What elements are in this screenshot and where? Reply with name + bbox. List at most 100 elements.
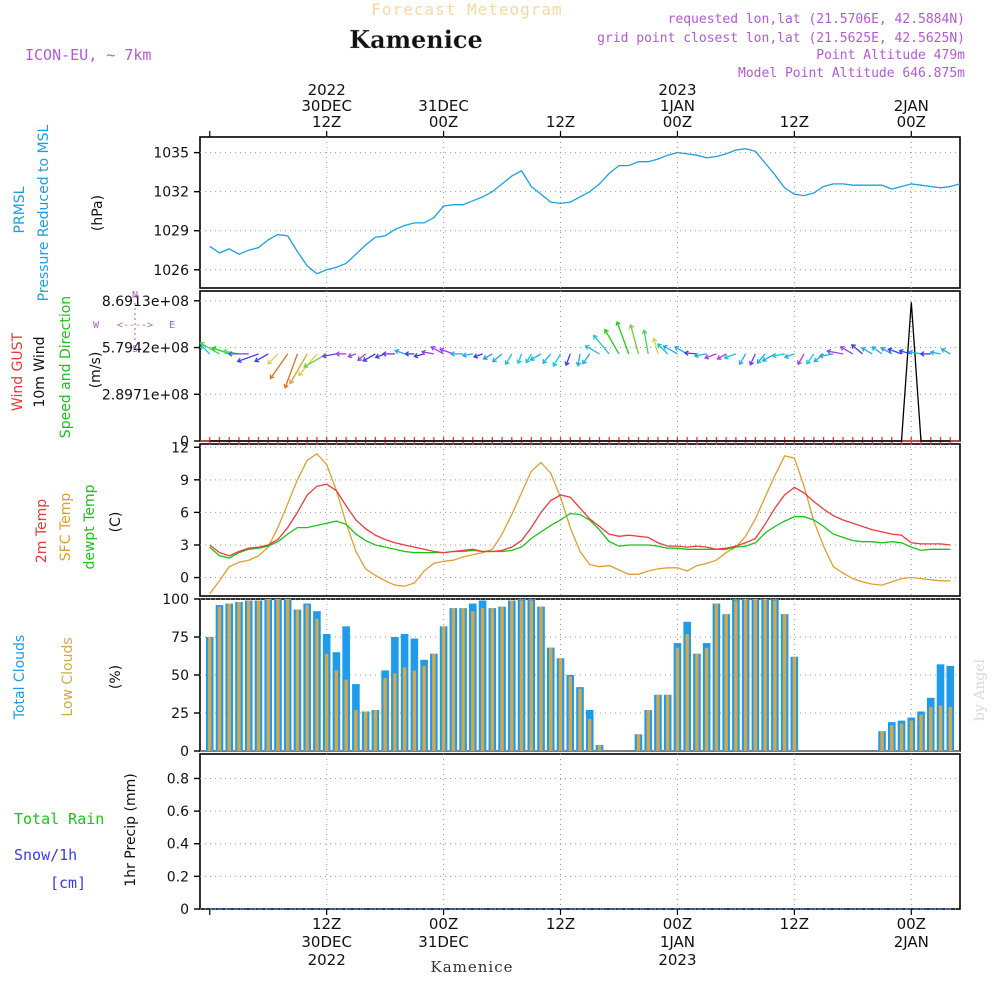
clouds-tick-label: 100 xyxy=(162,592,189,608)
wind-vector xyxy=(717,353,727,360)
wind-vector xyxy=(357,353,367,361)
wind-vector-head xyxy=(628,323,635,329)
wind-vector-head xyxy=(283,383,289,389)
top-time-label: 31DEC xyxy=(418,97,469,115)
wind-vector-head xyxy=(723,354,729,360)
wind-vector-head xyxy=(716,355,722,360)
low-cloud-bar xyxy=(899,723,904,751)
low-cloud-bar xyxy=(237,602,241,751)
bottom-time-label: 31DEC xyxy=(418,933,469,951)
wind-vector-head xyxy=(818,353,824,359)
low-cloud-bar xyxy=(256,600,261,751)
compass-north: N xyxy=(132,290,138,301)
low-cloud-bar xyxy=(373,709,378,751)
wind-vector xyxy=(593,335,610,355)
clouds-tick-label: 25 xyxy=(171,706,189,722)
top-time-label: 12Z xyxy=(780,113,809,131)
wind-vector-head xyxy=(806,359,811,365)
wind-vector-head xyxy=(516,359,522,365)
low-cloud-bar xyxy=(704,647,709,751)
low-cloud-bar xyxy=(393,673,397,751)
low-cloud-bar xyxy=(295,609,300,751)
precip-label-rain: Total Rain xyxy=(14,810,104,828)
low-cloud-bar xyxy=(539,606,543,751)
cloud-label-low: Low Clouds xyxy=(60,637,76,716)
wind-vector xyxy=(322,353,337,357)
wind-side-labels: Wind GUST 10m Wind Speed and Direction (… xyxy=(10,296,104,438)
temp-label-dewpt: dewpt Temp xyxy=(82,484,98,569)
wind-vector xyxy=(414,353,425,358)
wind-vector-head xyxy=(615,320,621,326)
pressure-tick-label: 1035 xyxy=(153,146,189,162)
wind-vector xyxy=(724,353,737,359)
low-cloud-bar xyxy=(383,678,387,751)
pressure-label-prmsl: PRMSL xyxy=(12,186,28,233)
wind-vector-head xyxy=(449,351,455,357)
wind-vector xyxy=(909,351,922,355)
wind-vector xyxy=(577,353,581,366)
bottom-time-label: 2022 xyxy=(308,951,346,969)
wind-vector-head xyxy=(289,379,295,385)
low-cloud-bar xyxy=(724,614,728,751)
top-time-label: 30DEC xyxy=(301,97,352,115)
wind-vector-head xyxy=(298,371,303,377)
wind-vector xyxy=(756,353,766,364)
top-time-label: 12Z xyxy=(312,113,341,131)
model-altitude: Model Point Altitude 646.875m xyxy=(738,66,965,81)
temp-tick-label: 12 xyxy=(171,440,189,456)
precip-unit: 1hr Precip (mm) xyxy=(123,773,139,886)
wind-vector-head xyxy=(482,355,488,360)
low-cloud-bar xyxy=(529,600,533,751)
low-cloud-bar xyxy=(441,626,446,751)
wind-vector-head xyxy=(880,346,886,352)
wind-vector-head xyxy=(254,357,260,363)
wind-vector xyxy=(362,353,376,362)
wind-vector-head xyxy=(826,348,832,355)
low-cloud-bar xyxy=(578,688,582,751)
low-cloud-bar xyxy=(656,694,660,751)
wind-vector-head xyxy=(771,352,777,359)
dewpt-temp-line xyxy=(209,512,951,559)
wind-vector-head xyxy=(303,363,309,368)
wind-vector xyxy=(348,353,357,358)
wind-tick-label: 2.8971e+08 xyxy=(102,387,189,403)
low-cloud-bar xyxy=(334,670,339,751)
wind-vector xyxy=(212,347,230,355)
wind-vector-head xyxy=(394,348,400,355)
wind-vector xyxy=(930,351,941,355)
wind-vector-head xyxy=(919,351,925,357)
pressure-line xyxy=(209,148,961,275)
wind-vector-head xyxy=(651,337,658,343)
wind-vector-head xyxy=(756,359,762,364)
wind-vector-head xyxy=(413,353,419,359)
wind-vector-head xyxy=(439,347,445,353)
low-cloud-bar xyxy=(412,670,417,751)
wind-vector xyxy=(254,353,269,362)
compass-south: S xyxy=(132,344,138,355)
bottom-time-label: 00Z xyxy=(897,915,926,933)
banner-title: Forecast Meteogram xyxy=(371,0,562,19)
precip-label-cm: [cm] xyxy=(50,874,86,892)
low-cloud-bar xyxy=(500,606,504,751)
wind-vector xyxy=(704,353,717,359)
low-cloud-bar xyxy=(354,709,358,751)
low-cloud-bar xyxy=(451,608,456,751)
wind-vector xyxy=(565,353,571,366)
low-cloud-bar xyxy=(519,600,524,751)
compass-east: E xyxy=(169,320,175,331)
temp-tick-label: 6 xyxy=(180,505,189,521)
point-altitude: Point Altitude 479m xyxy=(816,48,965,63)
low-cloud-bar xyxy=(743,599,748,751)
wind-vector xyxy=(616,321,630,355)
wind-vector xyxy=(585,345,600,355)
pressure-tick-label: 1026 xyxy=(153,263,189,279)
precip-label-snow: Snow/1h xyxy=(14,846,77,864)
top-time-label: 00Z xyxy=(429,113,458,131)
wind-vector xyxy=(657,343,669,355)
wind-vector xyxy=(888,348,902,355)
temp-label-2m: 2m Temp xyxy=(34,499,50,563)
wind-vector-head xyxy=(887,347,893,353)
low-cloud-bar xyxy=(880,731,884,751)
wind-vector-head xyxy=(783,353,789,359)
